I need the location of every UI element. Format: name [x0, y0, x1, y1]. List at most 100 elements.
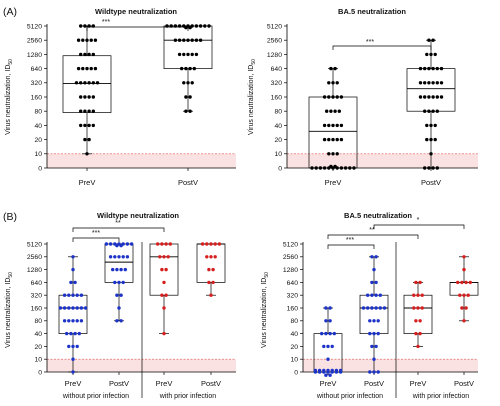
x-tick-postv: PostV — [178, 178, 198, 187]
data-point — [325, 109, 329, 113]
y-tick-label: 640 — [31, 66, 43, 73]
data-point — [211, 280, 215, 285]
data-point — [160, 267, 164, 272]
data-point — [330, 344, 334, 349]
data-point — [205, 242, 209, 246]
data-point — [416, 306, 420, 310]
data-point — [368, 319, 372, 323]
data-point — [427, 66, 431, 71]
data-point — [207, 267, 211, 272]
data-point — [194, 38, 199, 42]
data-point — [322, 344, 326, 349]
data-point — [423, 109, 427, 113]
y-tick-label: 320 — [31, 80, 43, 87]
data-point — [76, 66, 81, 71]
data-point — [328, 331, 332, 336]
data-point — [425, 137, 429, 142]
data-point — [71, 306, 75, 310]
lod-band — [47, 153, 236, 168]
data-point — [164, 267, 168, 272]
y-tick-label: 640 — [287, 280, 299, 287]
x-tick-prev: PreV — [325, 178, 342, 187]
significance-bracket — [327, 234, 419, 239]
data-point — [322, 137, 327, 142]
data-point — [335, 81, 339, 85]
data-point — [91, 81, 96, 85]
data-point — [79, 306, 84, 310]
x-tick-postv: PostV — [421, 178, 441, 187]
data-point — [184, 25, 188, 30]
data-point — [164, 242, 168, 246]
data-point — [431, 38, 435, 42]
data-point — [427, 95, 431, 99]
data-point — [182, 81, 186, 85]
data-point — [158, 255, 162, 259]
data-point — [329, 164, 333, 169]
data-point — [182, 38, 186, 42]
data-point — [190, 38, 194, 42]
data-point — [65, 331, 69, 336]
chart-title: Wildtype neutralization — [95, 7, 177, 16]
data-point — [372, 331, 376, 336]
data-point — [79, 95, 83, 99]
data-point — [115, 293, 119, 297]
data-point — [79, 123, 83, 128]
y-tick-label: 1280 — [27, 267, 42, 274]
data-point — [352, 166, 356, 170]
data-point — [89, 38, 93, 42]
data-point — [420, 293, 424, 297]
data-point — [67, 306, 71, 310]
data-point — [370, 293, 374, 297]
data-point — [418, 319, 422, 323]
data-point — [431, 95, 435, 99]
x-tick-prev-with: PreV — [410, 379, 427, 388]
data-point — [119, 267, 123, 272]
data-point — [378, 306, 382, 310]
data-point — [333, 164, 337, 169]
data-point — [117, 306, 121, 310]
data-point — [427, 166, 431, 170]
y-tick-label: 10 — [290, 357, 298, 364]
y-tick-label: 80 — [34, 109, 42, 116]
data-point — [464, 306, 468, 310]
data-point — [108, 255, 113, 259]
data-point — [182, 52, 186, 57]
data-point — [67, 293, 71, 297]
significance-label: *** — [346, 237, 354, 244]
box — [449, 282, 479, 296]
data-point — [332, 331, 336, 336]
data-point — [83, 95, 87, 99]
y-tick-label: 2560 — [27, 38, 42, 45]
y-tick-label: 80 — [34, 318, 42, 325]
box — [104, 243, 134, 283]
data-point — [79, 293, 84, 297]
data-point — [74, 81, 79, 85]
data-point — [337, 109, 341, 113]
x-tick-prev-without: PreV — [65, 379, 82, 388]
significance-bracket — [72, 237, 120, 242]
x-tick-prev-with: PreV — [156, 379, 173, 388]
data-point — [162, 331, 166, 336]
y-tick-label: 5120 — [283, 241, 298, 248]
y-tick-label: 320 — [31, 293, 43, 300]
x-tick-prev-without: PreV — [320, 379, 337, 388]
box — [406, 68, 456, 112]
significance-label: ** — [369, 227, 375, 234]
data-point — [62, 319, 67, 323]
data-point — [431, 66, 435, 71]
data-point — [468, 280, 472, 285]
data-point — [177, 52, 182, 57]
y-tick-label: 20 — [290, 344, 298, 351]
data-point — [327, 81, 331, 85]
panel-b-wildtype: Wildtype neutralization PreV PostV PreV … — [5, 211, 236, 400]
data-point — [414, 319, 418, 323]
data-point — [91, 109, 96, 113]
x-tick-postv-without: PostV — [364, 379, 384, 388]
data-point — [91, 95, 96, 99]
significance-label: *** — [92, 230, 100, 237]
data-point — [93, 66, 98, 71]
data-point — [327, 152, 331, 156]
lod-band — [303, 359, 478, 372]
y-tick-label: 40 — [34, 331, 42, 338]
data-point — [435, 81, 439, 85]
